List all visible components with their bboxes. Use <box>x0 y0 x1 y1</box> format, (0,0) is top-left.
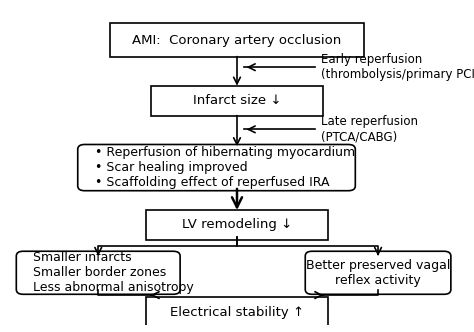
Text: Infarct size ↓: Infarct size ↓ <box>193 94 281 107</box>
Text: Smaller infarcts
Smaller border zones
Less abnormal anisotropy: Smaller infarcts Smaller border zones Le… <box>33 251 194 294</box>
Text: Late reperfusion
(PTCA/CABG): Late reperfusion (PTCA/CABG) <box>321 115 418 143</box>
FancyBboxPatch shape <box>146 297 328 328</box>
Text: Better preserved vagal
reflex activity: Better preserved vagal reflex activity <box>306 259 450 287</box>
Text: Electrical stability ↑: Electrical stability ↑ <box>170 306 304 319</box>
Text: AMI:  Coronary artery occlusion: AMI: Coronary artery occlusion <box>132 34 342 46</box>
Text: • Reperfusion of hibernating myocardium
• Scar healing improved
• Scaffolding ef: • Reperfusion of hibernating myocardium … <box>95 146 355 189</box>
FancyBboxPatch shape <box>151 86 323 116</box>
FancyBboxPatch shape <box>305 251 451 294</box>
Text: Early reperfusion
(thrombolysis/primary PCI): Early reperfusion (thrombolysis/primary … <box>321 53 474 81</box>
FancyBboxPatch shape <box>109 23 365 57</box>
FancyBboxPatch shape <box>146 210 328 240</box>
Text: LV remodeling ↓: LV remodeling ↓ <box>182 218 292 231</box>
FancyBboxPatch shape <box>16 251 180 294</box>
FancyBboxPatch shape <box>78 144 356 191</box>
